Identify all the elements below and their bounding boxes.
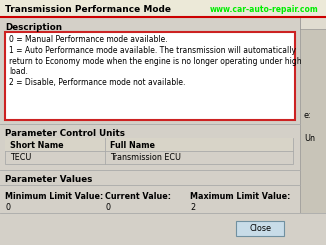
Text: 1 = Auto Performance mode available. The transmission will automatically: 1 = Auto Performance mode available. The… (9, 46, 296, 55)
Text: Full Name: Full Name (110, 140, 155, 149)
Text: 0 = Manual Performance mode available.: 0 = Manual Performance mode available. (9, 36, 168, 45)
Text: Transmission Performance Mode: Transmission Performance Mode (5, 4, 171, 13)
Bar (5, 32, 295, 120)
Text: Short Name: Short Name (10, 140, 64, 149)
Text: Close: Close (249, 224, 271, 233)
Bar (0, 0, 326, 17)
Text: Un: Un (304, 134, 315, 143)
Text: 2: 2 (190, 203, 195, 211)
Bar (236, 221, 284, 236)
Bar (5, 138, 293, 151)
Bar (5, 138, 293, 164)
Text: return to Economy mode when the engine is no longer operating under high: return to Economy mode when the engine i… (9, 57, 302, 65)
Text: Parameter Values: Parameter Values (5, 174, 92, 184)
Text: Maximum Limit Value:: Maximum Limit Value: (190, 192, 290, 200)
Bar (0, 213, 326, 245)
Text: 0: 0 (105, 203, 110, 211)
Text: e:: e: (303, 110, 311, 120)
Bar (300, 17, 326, 29)
Text: Transmission ECU: Transmission ECU (110, 152, 181, 161)
Text: Parameter Control Units: Parameter Control Units (5, 128, 125, 137)
Text: 0: 0 (5, 203, 10, 211)
Bar (300, 17, 326, 230)
Text: load.: load. (9, 67, 28, 76)
Text: TECU: TECU (10, 152, 31, 161)
Text: 2 = Disable, Performance mode not available.: 2 = Disable, Performance mode not availa… (9, 77, 185, 86)
Bar (0, 17, 300, 230)
Text: Description: Description (5, 24, 62, 33)
Text: Minimum Limit Value:: Minimum Limit Value: (5, 192, 103, 200)
Text: www.car-auto-repair.com: www.car-auto-repair.com (209, 4, 318, 13)
Text: Current Value:: Current Value: (105, 192, 171, 200)
